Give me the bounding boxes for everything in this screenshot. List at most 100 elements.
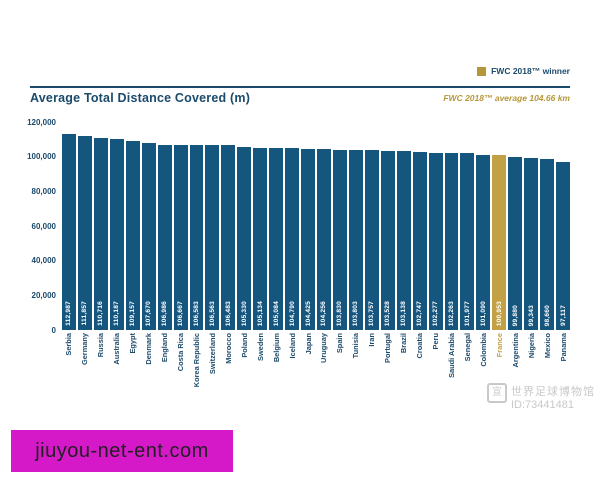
bar-saudi-arabia: 102,263 [444, 152, 459, 330]
bar-iran: 103,757 [364, 150, 379, 330]
bar-value-sweden: 105,134 [256, 300, 264, 326]
x-label-costa-rica: Costa Rica [176, 333, 186, 372]
x-label-switzerland: Switzerland [207, 333, 217, 375]
bar-value-croatia: 102,747 [416, 300, 424, 326]
bar-uruguay: 104,256 [317, 149, 331, 330]
bar-value-tunisia: 103,803 [352, 300, 360, 326]
x-label-sweden: Sweden [255, 333, 265, 361]
watermark-id-text: ID:73441481 [511, 399, 574, 411]
average-annotation: FWC 2018™ average 104.66 km [443, 93, 570, 103]
bar-japan: 104,425 [301, 149, 315, 330]
y-tick-40000: 40,000 [31, 256, 56, 266]
x-label-uruguay: Uruguay [319, 333, 329, 363]
x-label-poland: Poland [239, 333, 249, 358]
x-label-peru: Peru [431, 333, 441, 350]
x-label-nigeria: Nigeria [526, 333, 536, 359]
bar-england: 106,986 [157, 144, 172, 330]
bar-value-panama: 97,117 [559, 304, 567, 326]
x-label-korea-republic: Korea Republic [191, 333, 201, 388]
y-tick-0: 0 [51, 325, 56, 335]
bar-value-switzerland: 106,563 [208, 300, 216, 326]
bar-value-saudi-arabia: 102,263 [447, 300, 455, 326]
winner-legend-swatch [477, 66, 487, 76]
x-label-brazil: Brazil [399, 333, 409, 354]
bar-morocco: 106,483 [221, 145, 236, 330]
bar-panama: 97,117 [556, 161, 570, 330]
bar-mexico: 98,660 [540, 159, 555, 330]
site-watermark-text: jiuyou-net-ent.com [35, 439, 209, 462]
bar-value-colombia: 101,090 [479, 300, 487, 326]
bar-iceland: 104,790 [285, 148, 300, 330]
bar-peru: 102,277 [428, 152, 443, 330]
x-label-egypt: Egypt [128, 333, 138, 354]
bar-croatia: 102,747 [412, 151, 427, 330]
bar-korea-republic: 106,583 [189, 145, 204, 330]
bar-value-australia: 110,187 [113, 301, 121, 326]
x-label-portugal: Portugal [383, 333, 393, 363]
bar-brazil: 103,138 [396, 151, 411, 330]
y-tick-120000: 120,000 [27, 117, 56, 127]
winner-legend-label: FWC 2018™ winner [491, 66, 570, 76]
bar-germany: 111,857 [77, 136, 92, 330]
x-label-australia: Australia [112, 333, 122, 365]
x-label-senegal: Senegal [462, 333, 472, 362]
y-tick-60000: 60,000 [31, 221, 56, 231]
y-tick-100000: 100,000 [27, 152, 56, 162]
x-label-serbia: Serbia [64, 333, 74, 356]
x-label-japan: Japan [303, 333, 313, 355]
bar-belgium: 105,084 [269, 147, 284, 330]
bar-series: 112,987 111,857 110,716 110,187 109,157 107,6… [62, 122, 570, 330]
bar-value-mexico: 98,660 [543, 304, 551, 326]
x-label-france: France [494, 333, 504, 358]
x-label-iceland: Iceland [287, 333, 297, 359]
x-label-croatia: Croatia [415, 333, 425, 359]
x-label-morocco: Morocco [223, 333, 233, 364]
x-label-russia: Russia [96, 333, 106, 358]
bar-value-argentina: 99,880 [511, 304, 519, 326]
bar-france: 100,953 [492, 155, 507, 330]
bar-value-spain: 103,830 [336, 300, 344, 326]
x-label-panama: Panama [558, 333, 568, 362]
bar-australia: 110,187 [109, 139, 124, 330]
bar-serbia: 112,987 [62, 134, 76, 330]
x-label-saudi-arabia: Saudi Arabia [446, 333, 456, 378]
bar-value-iceland: 104,790 [288, 300, 296, 326]
bar-value-france: 100,953 [495, 300, 503, 326]
bar-value-serbia: 112,987 [65, 301, 73, 326]
bar-argentina: 99,880 [508, 156, 523, 330]
site-watermark-banner: jiuyou-net-ent.com [11, 430, 233, 472]
y-tick-20000: 20,000 [31, 290, 56, 300]
chart-legend: FWC 2018™ winner [477, 66, 570, 76]
x-label-tunisia: Tunisia [351, 333, 361, 359]
x-label-colombia: Colombia [478, 333, 488, 367]
bar-senegal: 101,977 [460, 153, 475, 330]
bar-tunisia: 103,803 [348, 150, 363, 330]
bar-egypt: 109,157 [125, 140, 140, 330]
bar-value-portugal: 103,528 [384, 300, 392, 326]
chart-title: Average Total Distance Covered (m) [30, 91, 251, 105]
bar-value-iran: 103,757 [368, 300, 376, 326]
bar-value-peru: 102,277 [432, 300, 440, 326]
bar-poland: 105,330 [237, 147, 252, 330]
bar-value-uruguay: 104,256 [320, 300, 328, 326]
watermark-chinese-text: 世界足球博物馆 [511, 386, 595, 398]
x-label-spain: Spain [335, 333, 345, 354]
bar-value-germany: 111,857 [81, 301, 89, 326]
x-label-iran: Iran [367, 333, 377, 347]
bar-value-korea-republic: 106,583 [192, 300, 200, 326]
bar-colombia: 101,090 [476, 154, 491, 330]
bar-denmark: 107,670 [141, 143, 156, 330]
x-label-denmark: Denmark [144, 333, 154, 365]
x-label-germany: Germany [80, 333, 90, 366]
bar-value-costa-rica: 106,667 [177, 300, 185, 326]
x-label-mexico: Mexico [542, 333, 552, 359]
title-divider [30, 86, 570, 88]
bar-value-senegal: 101,977 [463, 300, 471, 326]
bar-sweden: 105,134 [253, 147, 268, 330]
bar-costa-rica: 106,667 [173, 145, 188, 330]
museum-logo-icon: 宣 [487, 383, 507, 403]
bar-value-belgium: 105,084 [272, 300, 280, 326]
bar-value-poland: 105,330 [240, 300, 248, 326]
bar-value-brazil: 103,138 [400, 300, 408, 326]
bar-spain: 103,830 [332, 150, 347, 330]
